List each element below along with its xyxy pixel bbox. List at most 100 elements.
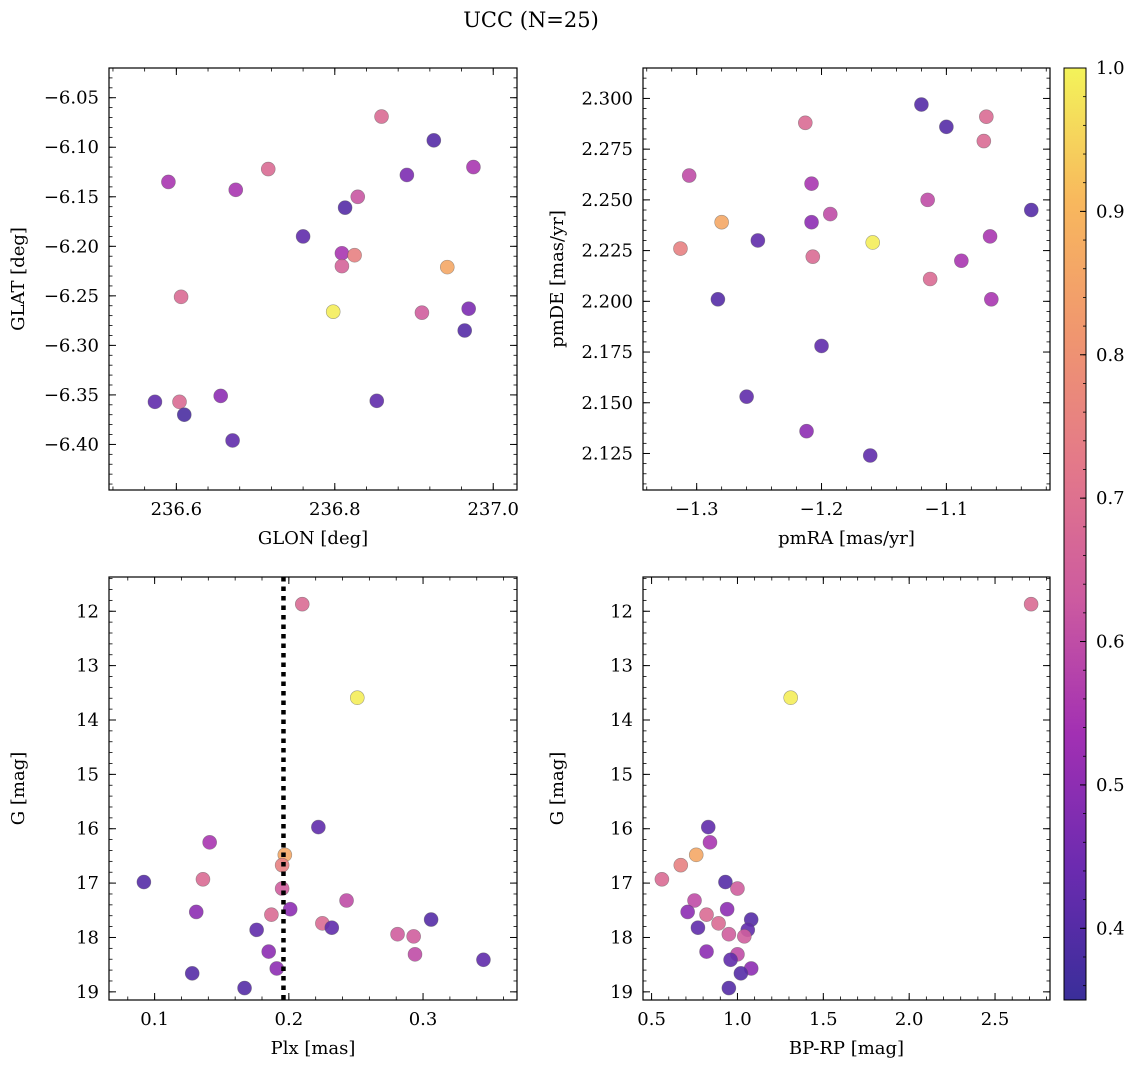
y-tick-label: 2.250 (581, 190, 633, 211)
y-tick-label: 2.275 (581, 139, 633, 160)
data-point (733, 966, 749, 981)
y-tick-label: 18 (610, 927, 633, 948)
data-point (172, 394, 187, 410)
data-point (723, 952, 738, 968)
y-tick-label: 2.300 (581, 88, 633, 109)
data-point (337, 200, 353, 215)
y-tick-label: −6.25 (44, 286, 99, 307)
y-tick-label: 12 (610, 601, 633, 622)
data-point (339, 893, 354, 908)
panel-bprp-g: 0.5 1.0 1.5 2.0 2.5 12 13 14 15 16 17 18 19 BP-RP [ma… (547, 576, 1051, 1059)
x-tick-label: −1.3 (675, 499, 719, 520)
y-tick-label: 16 (610, 819, 633, 840)
x-tick-label: 236.6 (151, 499, 203, 520)
data-point (805, 249, 821, 264)
data-point (719, 901, 735, 917)
y-tick-label: 15 (610, 764, 633, 785)
data-point (476, 952, 491, 968)
y-tick-label: 17 (610, 873, 633, 894)
data-point (414, 305, 430, 320)
data-point (922, 271, 938, 287)
data-point (721, 980, 737, 996)
data-point (920, 192, 935, 208)
data-point (681, 168, 697, 183)
data-point (804, 176, 819, 191)
data-point (184, 966, 200, 981)
y-tick-label: 15 (76, 764, 99, 785)
data-point (423, 912, 439, 927)
y-tick-label: −6.35 (44, 385, 99, 406)
data-point (750, 233, 766, 248)
data-point (188, 904, 204, 920)
data-point (673, 241, 688, 256)
data-point (260, 161, 276, 177)
data-point (699, 907, 714, 922)
data-point (350, 189, 366, 205)
data-point (739, 389, 754, 404)
data-point (334, 245, 350, 261)
data-point (461, 301, 476, 317)
x-tick-label: 0.3 (409, 1009, 438, 1030)
data-point (195, 871, 211, 887)
data-point (702, 835, 718, 850)
x-tick-label: 0.1 (140, 1009, 169, 1030)
scatter-points (136, 596, 491, 996)
data-point (939, 119, 954, 135)
panel-plx-g: 0.1 0.2 0.3 12 13 14 15 16 17 18 19 Plx [mas] G [mag… (8, 576, 518, 1059)
data-point (249, 922, 264, 938)
x-tick-label: 2.0 (895, 1009, 924, 1030)
scatter-points (147, 109, 481, 448)
y-tick-label: 12 (76, 601, 99, 622)
data-point (688, 847, 704, 863)
scatter-points (673, 97, 1039, 463)
data-point (814, 338, 829, 354)
x-tick-label: −1.2 (800, 499, 844, 520)
data-point (710, 291, 726, 307)
y-tick-label: 19 (76, 982, 99, 1003)
data-point (369, 393, 385, 409)
data-point (673, 857, 689, 873)
data-point (324, 920, 340, 935)
data-point (237, 980, 252, 996)
y-tick-label: 16 (76, 819, 99, 840)
data-point (374, 109, 389, 124)
y-tick-label: 2.175 (581, 342, 633, 363)
y-tick-label: 14 (76, 710, 99, 731)
y-tick-label: 19 (610, 982, 633, 1003)
x-tick-label: 2.5 (981, 1009, 1010, 1030)
x-axis-label: Plx [mas] (271, 1038, 356, 1059)
data-point (466, 159, 481, 175)
data-point (690, 920, 706, 935)
y-tick-label: −6.10 (44, 137, 99, 158)
data-point (687, 893, 702, 908)
data-point (334, 258, 350, 274)
data-point (862, 448, 878, 463)
data-point (976, 133, 992, 149)
x-tick-label: 237.0 (467, 499, 519, 520)
x-tick-label: −1.1 (925, 499, 969, 520)
data-point (147, 394, 163, 410)
x-tick-label: 1.0 (723, 1009, 752, 1030)
x-axis-label: BP-RP [mag] (789, 1038, 904, 1059)
data-point (173, 289, 189, 305)
data-point (407, 947, 423, 962)
data-point (295, 229, 311, 244)
data-point (914, 97, 929, 112)
data-point (439, 259, 455, 275)
y-tick-label: 2.200 (581, 291, 633, 312)
data-point (654, 871, 670, 887)
axes-frame (108, 67, 518, 491)
y-tick-label: 14 (610, 710, 633, 731)
panel-glon-glat: 236.6 236.8 237.0 −6.05 −6.10 −6.15 −6.20 −6.25… (8, 67, 519, 549)
data-point (294, 596, 310, 612)
data-point (737, 929, 752, 944)
figure-title: UCC (N=25) (463, 8, 599, 32)
y-tick-label: 2.125 (581, 443, 633, 464)
colorbar-tick-label: 0.9 (1096, 201, 1125, 222)
data-point (1023, 596, 1039, 612)
y-tick-label: 13 (610, 656, 633, 677)
data-point (783, 690, 798, 706)
x-tick-label: 0.5 (637, 1009, 666, 1030)
scatter-points (654, 596, 1039, 996)
